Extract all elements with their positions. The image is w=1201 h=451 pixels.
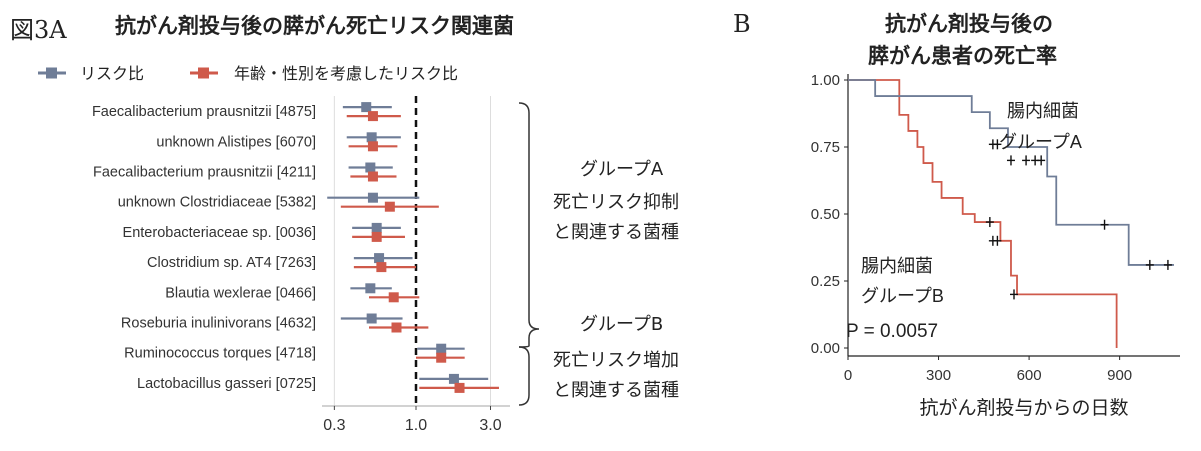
x-tick-label: 1.0 — [405, 417, 427, 434]
y-tick-label: 0.75 — [811, 139, 840, 156]
point-adjusted-risk-ratio — [391, 322, 402, 333]
point-risk-ratio — [366, 313, 377, 324]
forest-plot-title: 抗がん剤投与後の膵がん死亡リスク関連菌 — [115, 14, 514, 38]
point-risk-ratio — [365, 283, 376, 294]
row-label: unknown Clostridiaceae [5382] — [118, 195, 316, 211]
km-title-line2: 膵がん患者の死亡率 — [868, 44, 1057, 68]
series-label-group-a-line2: グループA — [999, 132, 1082, 152]
x-axis-label: 抗がん剤投与からの日数 — [919, 397, 1128, 419]
point-adjusted-risk-ratio — [454, 382, 465, 393]
legend-item-risk-ratio: リスク比 — [38, 65, 144, 83]
row-label: Lactobacillus gasseri [0725] — [137, 376, 316, 392]
p-value-annotation: P = 0.0057 — [846, 321, 938, 342]
point-risk-ratio — [448, 373, 459, 384]
row-label: unknown Alistipes [6070] — [156, 134, 316, 150]
point-adjusted-risk-ratio — [376, 262, 387, 273]
legend-svg: リスク比 年齢・性別を考慮したリスク比 — [38, 65, 458, 83]
y-tick-label: 0.25 — [811, 273, 840, 290]
point-adjusted-risk-ratio — [367, 171, 378, 182]
point-risk-ratio — [371, 222, 382, 233]
series-label-group-b-line1: 腸内細菌 — [861, 256, 933, 276]
legend-square-icon — [46, 67, 57, 79]
row-label: Clostridium sp. AT4 [7263] — [147, 255, 316, 271]
legend-square-icon — [198, 67, 209, 79]
survival-curve-group-b — [848, 79, 1118, 348]
x-tick-label: 3.0 — [479, 417, 501, 434]
legend-label: 年齢・性別を考慮したリスク比 — [234, 65, 458, 83]
y-tick-label: 0.50 — [811, 206, 840, 223]
x-tick-label: 300 — [926, 367, 951, 384]
point-adjusted-risk-ratio — [388, 292, 399, 303]
point-risk-ratio — [436, 343, 447, 354]
bracket-group-a — [518, 102, 540, 348]
group-b-description-line2: と関連する菌種 — [553, 380, 679, 401]
point-adjusted-risk-ratio — [367, 111, 378, 122]
point-risk-ratio — [361, 102, 372, 113]
x-tick-label: 0.3 — [323, 417, 345, 434]
kaplan-meier-plot: 0.000.250.500.751.000 300 600 900腸内細菌グループA腸… — [811, 72, 1180, 419]
group-brackets — [518, 102, 540, 406]
point-risk-ratio — [374, 253, 385, 264]
series-label-group-b-line2: グループB — [861, 286, 944, 306]
point-risk-ratio — [365, 162, 376, 173]
point-risk-ratio — [366, 132, 377, 143]
y-tick-label: 1.00 — [811, 72, 840, 89]
group-b-name: グループB — [580, 314, 664, 335]
legend-item-adjusted-risk-ratio: 年齢・性別を考慮したリスク比 — [190, 65, 458, 83]
legend-label: リスク比 — [80, 65, 144, 83]
x-tick-label: 900 — [1107, 367, 1132, 384]
point-adjusted-risk-ratio — [371, 231, 382, 242]
point-adjusted-risk-ratio — [384, 201, 395, 212]
panel-b-label: B — [733, 10, 751, 38]
group-a-name: グループA — [580, 159, 664, 180]
x-tick-label: 600 — [1017, 367, 1042, 384]
row-label: Ruminococcus torques [4718] — [124, 346, 316, 362]
point-adjusted-risk-ratio — [367, 141, 378, 152]
x-tick-label: 0 — [844, 367, 852, 384]
row-label: Blautia wexlerae [0466] — [165, 285, 316, 301]
series-label-group-a-line1: 腸内細菌 — [1007, 101, 1079, 121]
group-a-description-line1: 死亡リスク抑制 — [553, 192, 679, 213]
row-label: Roseburia inulinivorans [4632] — [121, 316, 316, 332]
row-label: Faecalibacterium prausnitzii [4875] — [92, 104, 316, 120]
point-adjusted-risk-ratio — [436, 352, 447, 363]
panel-a-label: 図3A — [10, 16, 67, 44]
row-label: Faecalibacterium prausnitzii [4211] — [93, 165, 316, 181]
group-a-description-line2: と関連する菌種 — [553, 222, 679, 243]
row-label: Enterobacteriaceae sp. [0036] — [123, 225, 316, 241]
forest-plot: Faecalibacterium prausnitzii [4875] unkno… — [92, 96, 510, 434]
group-b-description-line1: 死亡リスク増加 — [553, 350, 679, 371]
km-title-line1: 抗がん剤投与後の — [885, 12, 1053, 36]
y-tick-label: 0.00 — [811, 340, 840, 357]
survival-curve-group-a — [848, 79, 1174, 266]
point-risk-ratio — [367, 192, 378, 203]
bracket-group-b — [518, 346, 530, 406]
